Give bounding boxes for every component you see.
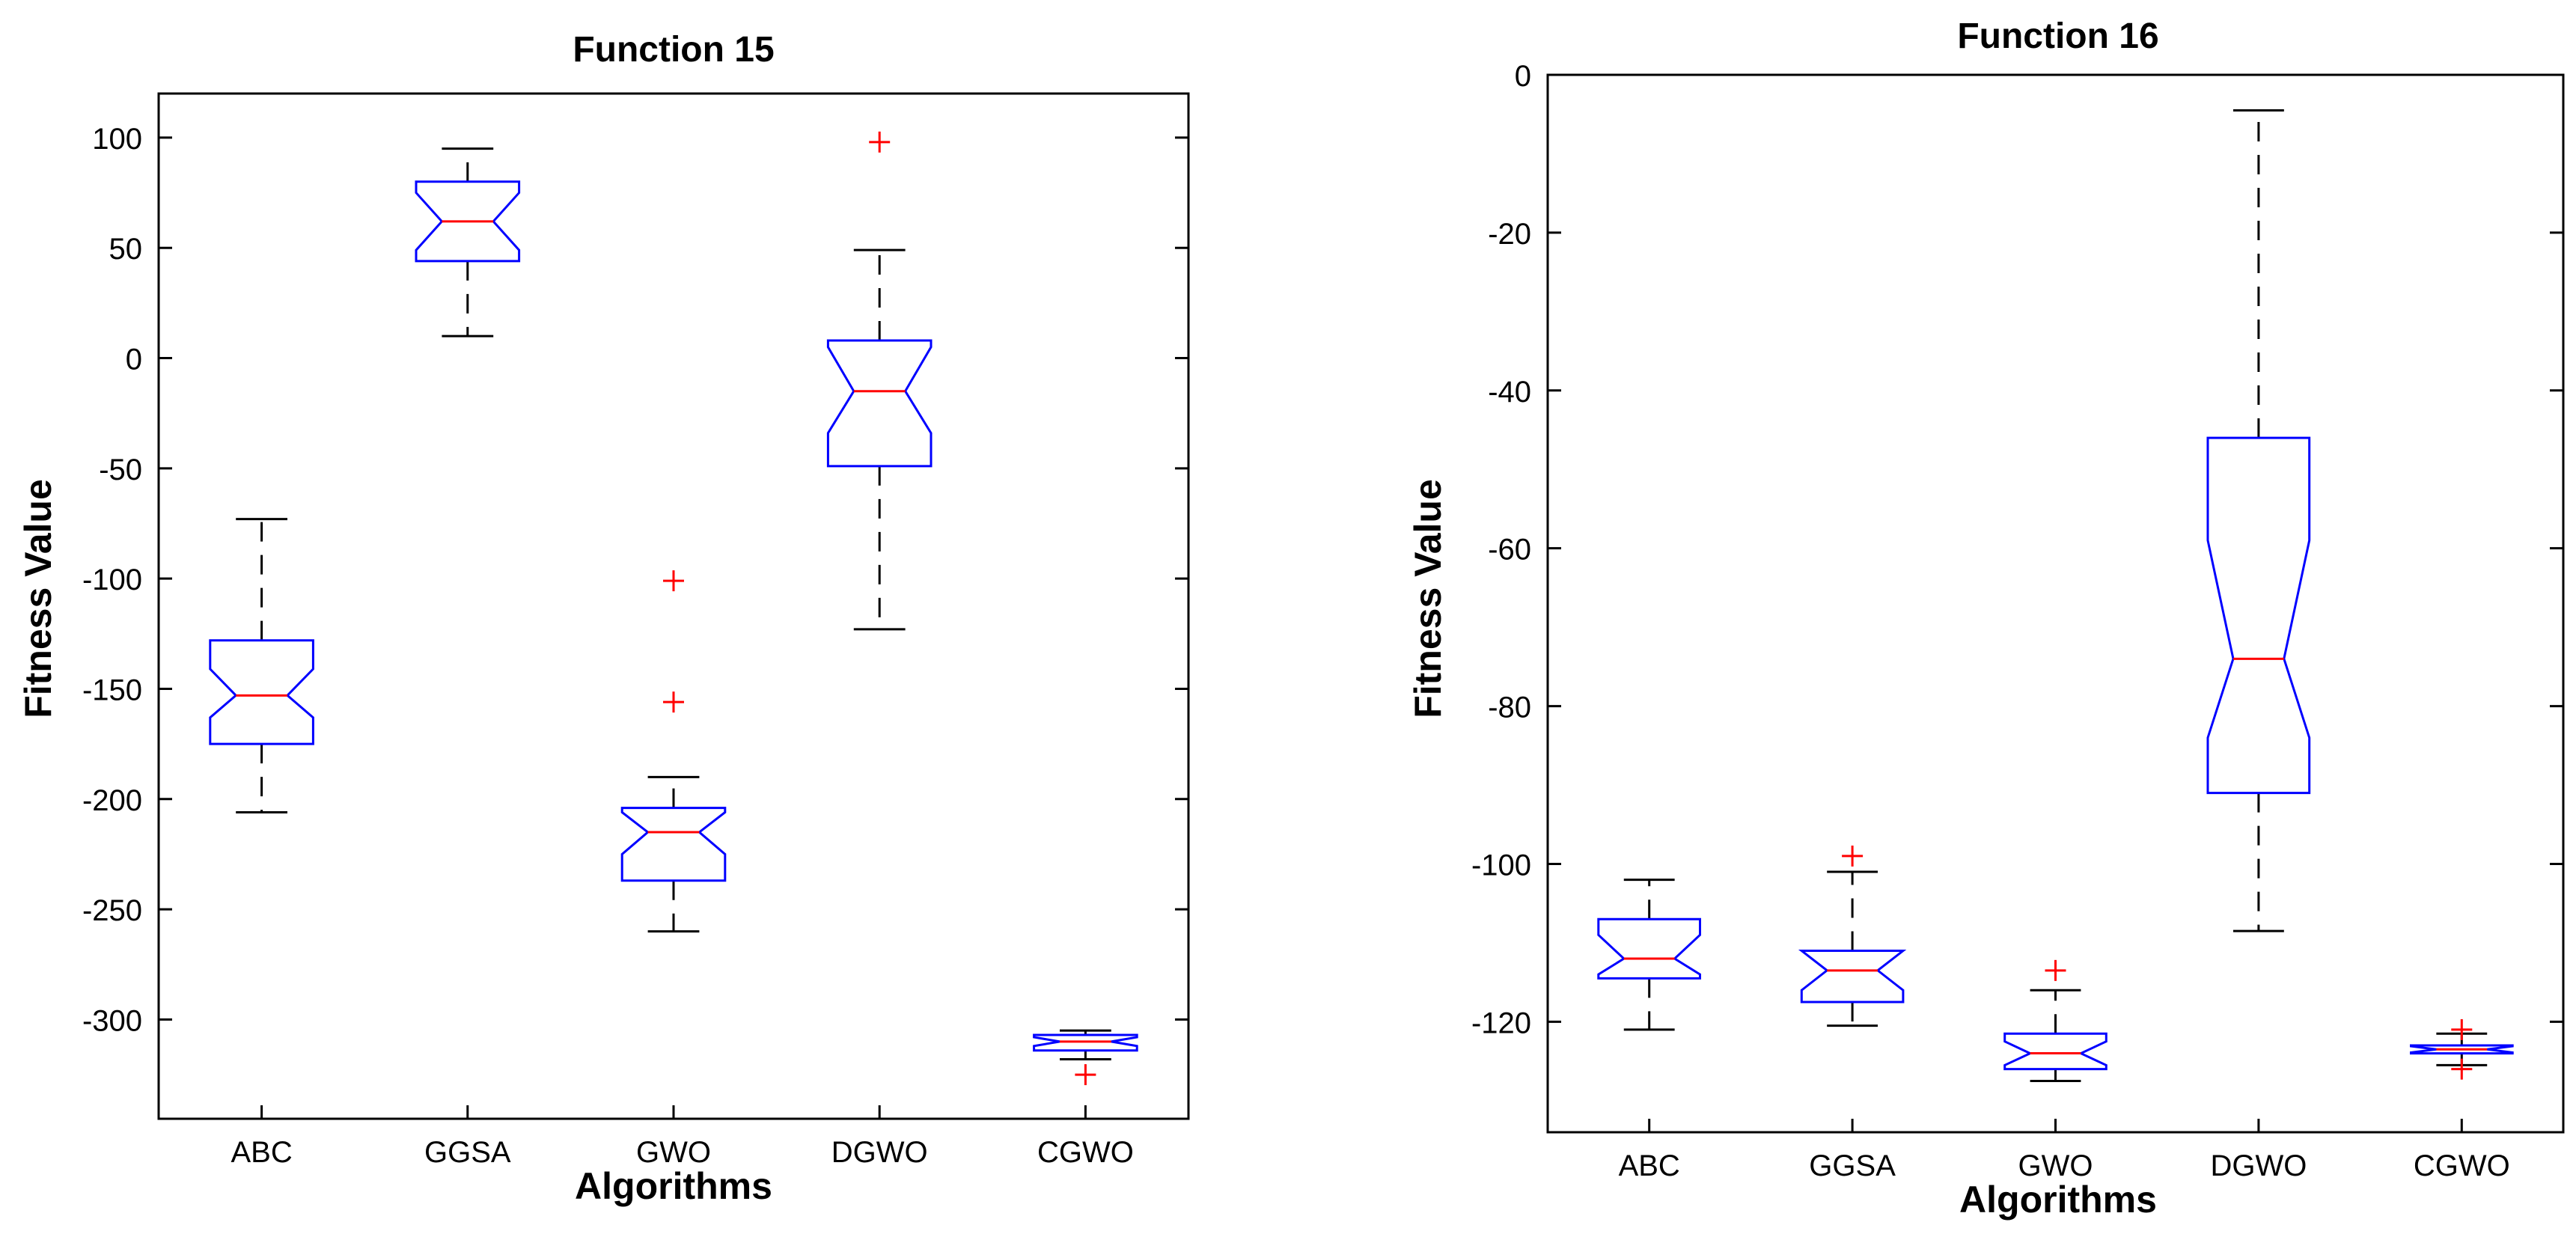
box-ggsa <box>415 147 521 337</box>
chart-function-16: Function 16 Fitness Value Algorithms 0 -2… <box>1407 16 2565 1221</box>
y-tick-label: -120 <box>1471 1007 1531 1039</box>
x-tick-label: DGWO <box>831 1136 928 1169</box>
y-axis-label: Fitness Value <box>17 479 59 718</box>
x-tick-label: ABC <box>1619 1149 1680 1182</box>
outlier-marker <box>2451 1018 2473 1040</box>
outlier-marker <box>663 570 684 592</box>
box-abc <box>1597 879 1701 1031</box>
x-tick-label: ABC <box>231 1136 292 1169</box>
y-tick-label: -100 <box>1471 849 1531 882</box>
y-tick-label: -250 <box>82 894 142 927</box>
x-axis-label: Algorithms <box>1959 1179 2157 1221</box>
chart-title: Function 15 <box>573 30 774 70</box>
x-tick-label: CGWO <box>1037 1136 1134 1169</box>
box-ggsa <box>1798 845 1907 1027</box>
chart-function-15: Function 15 Fitness Value Algorithms 100… <box>17 30 1190 1207</box>
y-tick-label: -100 <box>82 563 142 596</box>
y-tick-label: 50 <box>109 233 143 266</box>
box-body <box>620 807 727 882</box>
box-cgwo <box>1033 1029 1138 1086</box>
y-tick-label: -150 <box>82 673 142 706</box>
box-dgwo <box>826 131 933 631</box>
y-axis-label: Fitness Value <box>1407 479 1449 718</box>
box-dgwo <box>2206 109 2311 932</box>
x-tick-label: DGWO <box>2210 1149 2307 1182</box>
box-body <box>1597 917 1701 980</box>
x-axis-label: Algorithms <box>575 1165 772 1207</box>
y-tick-label: 0 <box>1515 60 1531 93</box>
y-tick-label: -60 <box>1488 534 1531 566</box>
box-gwo <box>620 570 727 933</box>
box-body <box>209 639 314 745</box>
box-body <box>1798 950 1907 1004</box>
x-tick-label: CGWO <box>2414 1149 2510 1182</box>
outlier-marker <box>869 131 891 153</box>
chart-title: Function 16 <box>1957 16 2158 56</box>
x-tick-label: GGSA <box>1809 1149 1896 1182</box>
box-cgwo <box>2410 1018 2514 1080</box>
box-body <box>2003 1032 2108 1071</box>
x-tick-label: GWO <box>2018 1149 2093 1182</box>
x-tick-label: GGSA <box>424 1136 511 1169</box>
outlier-marker <box>2045 959 2066 981</box>
y-tick-label: 100 <box>92 123 142 156</box>
box-body <box>2206 436 2311 795</box>
box-abc <box>209 518 314 813</box>
x-tick-label: GWO <box>636 1136 711 1169</box>
outlier-marker <box>1075 1064 1096 1086</box>
outlier-marker <box>1842 845 1864 867</box>
y-tick-label: -40 <box>1488 376 1531 409</box>
outlier-marker <box>663 691 684 713</box>
y-tick-label: -20 <box>1488 218 1531 251</box>
y-tick-label: -80 <box>1488 691 1531 724</box>
box-gwo <box>2003 959 2108 1082</box>
y-tick-label: 0 <box>126 343 142 376</box>
y-tick-label: -200 <box>82 784 142 817</box>
outlier-marker <box>2451 1058 2473 1080</box>
y-tick-label: -50 <box>99 453 142 486</box>
y-tick-label: -300 <box>82 1004 142 1037</box>
box-body <box>826 339 933 468</box>
